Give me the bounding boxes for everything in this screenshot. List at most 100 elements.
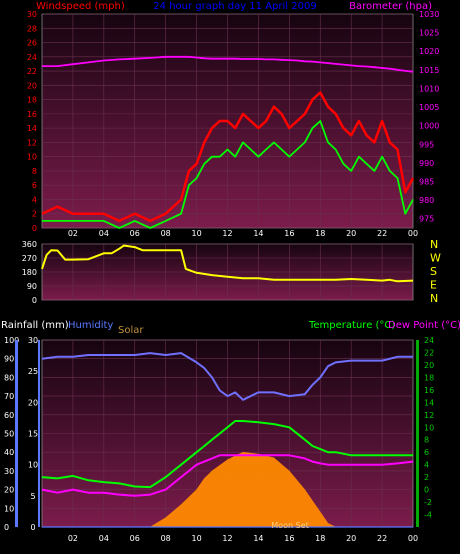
compass-label: E bbox=[430, 279, 437, 292]
compass-label: W bbox=[430, 252, 441, 265]
barometer-tick-label: 1030 bbox=[419, 10, 439, 19]
temperature-tick-label: 10 bbox=[424, 423, 434, 432]
windspeed-tick-label: 8 bbox=[32, 167, 37, 176]
rainfall-tick-label: 50 bbox=[4, 430, 14, 439]
windspeed-tick-label: 30 bbox=[27, 10, 37, 19]
direction-tick-label: 360 bbox=[22, 240, 37, 249]
moon-set-annotation: Moon Set bbox=[271, 521, 308, 530]
x-tick-label: 20 bbox=[346, 229, 356, 238]
windspeed-axis-title: Windspeed (mph) bbox=[36, 1, 125, 12]
windspeed-tick-label: 16 bbox=[27, 110, 37, 119]
windspeed-tick-label: 20 bbox=[27, 81, 37, 90]
x-tick-label: 00 bbox=[408, 534, 418, 543]
solar-axis-title: Solar bbox=[118, 325, 144, 336]
series-temperature bbox=[41, 420, 413, 489]
rainfall-tick-label: 100 bbox=[4, 336, 19, 345]
humidity-tick-label: 30 bbox=[28, 336, 38, 345]
humidity-axis-title: Humidity bbox=[68, 320, 113, 331]
temperature-axis-bar bbox=[416, 340, 419, 527]
x-tick-label: 16 bbox=[284, 534, 294, 543]
series-humidity bbox=[41, 352, 413, 401]
humidity-tick-label: 0 bbox=[30, 523, 35, 532]
rainfall-tick-label: 40 bbox=[4, 448, 14, 457]
barometer-tick-label: 1010 bbox=[419, 84, 439, 93]
rainfall-axis-title: Rainfall (mm) bbox=[1, 320, 69, 331]
humidity-tick-label: 20 bbox=[28, 398, 38, 407]
barometer-tick-label: 1000 bbox=[419, 122, 439, 131]
rainfall-tick-label: 60 bbox=[4, 411, 14, 420]
windspeed-tick-label: 28 bbox=[27, 24, 37, 33]
temperature-tick-label: 4 bbox=[424, 461, 429, 470]
temperature-tick-label: 18 bbox=[424, 373, 434, 382]
barometer-tick-label: 985 bbox=[419, 177, 434, 186]
direction-tick-label: 270 bbox=[22, 254, 37, 263]
x-tick-label: 02 bbox=[68, 534, 78, 543]
barometer-tick-label: 975 bbox=[419, 215, 434, 224]
windspeed-tick-label: 0 bbox=[32, 224, 37, 233]
series-direction bbox=[41, 244, 414, 283]
temperature-tick-label: 24 bbox=[424, 336, 434, 345]
series-average bbox=[42, 120, 414, 229]
temperature-tick-label: 14 bbox=[424, 398, 434, 407]
humidity-tick-label: 25 bbox=[28, 367, 38, 376]
rainfall-tick-label: 20 bbox=[4, 486, 14, 495]
x-tick-label: 06 bbox=[130, 534, 140, 543]
x-tick-label: 14 bbox=[253, 229, 263, 238]
temperature-tick-label: 12 bbox=[424, 411, 434, 420]
x-tick-label: 08 bbox=[161, 229, 171, 238]
x-tick-label: 06 bbox=[130, 229, 140, 238]
x-tick-label: 18 bbox=[315, 534, 325, 543]
windspeed-tick-label: 14 bbox=[27, 124, 37, 133]
windspeed-tick-label: 26 bbox=[27, 39, 37, 48]
series-layer bbox=[41, 55, 415, 528]
barometer-tick-label: 1020 bbox=[419, 47, 439, 56]
barometer-tick-label: 995 bbox=[419, 140, 434, 149]
barometer-tick-label: 1005 bbox=[419, 103, 439, 112]
x-tick-label: 22 bbox=[377, 229, 387, 238]
rainfall-tick-label: 10 bbox=[4, 504, 14, 513]
direction-tick-label: 90 bbox=[27, 282, 37, 291]
x-tick-label: 00 bbox=[408, 229, 418, 238]
compass-label: N bbox=[430, 292, 438, 305]
humidity-tick-label: 15 bbox=[28, 430, 38, 439]
rainfall-axis-bar bbox=[15, 340, 18, 527]
x-tick-label: 22 bbox=[377, 534, 387, 543]
windspeed-tick-label: 22 bbox=[27, 67, 37, 76]
x-tick-label: 08 bbox=[161, 534, 171, 543]
x-tick-label: 10 bbox=[191, 229, 201, 238]
humidity-axis-bar bbox=[38, 340, 40, 527]
rainfall-tick-label: 90 bbox=[4, 355, 14, 364]
rainfall-tick-label: 0 bbox=[4, 523, 9, 532]
temperature-tick-label: -4 bbox=[424, 511, 432, 520]
direction-tick-label: 180 bbox=[22, 268, 37, 277]
barometer-tick-label: 1025 bbox=[419, 29, 439, 38]
windspeed-tick-label: 10 bbox=[27, 153, 37, 162]
humidity-tick-label: 10 bbox=[28, 461, 38, 470]
temperature-tick-label: 16 bbox=[424, 386, 434, 395]
x-tick-label: 16 bbox=[284, 229, 294, 238]
temperature-axis-title: Temperature (°C) bbox=[308, 320, 395, 331]
direction-tick-label: 0 bbox=[32, 296, 37, 305]
humidity-tick-label: 5 bbox=[30, 492, 35, 501]
x-tick-label: 04 bbox=[99, 229, 109, 238]
x-tick-label: 14 bbox=[253, 534, 263, 543]
chart-title: 24 hour graph day 11 April 2009 bbox=[153, 1, 316, 12]
x-tick-label: 04 bbox=[99, 534, 109, 543]
rainfall-tick-label: 70 bbox=[4, 392, 14, 401]
temperature-tick-label: -2 bbox=[424, 498, 432, 507]
series-barometer bbox=[42, 55, 414, 73]
windspeed-tick-label: 12 bbox=[27, 138, 37, 147]
temperature-tick-label: 0 bbox=[424, 486, 429, 495]
temperature-tick-label: 6 bbox=[424, 448, 429, 457]
x-tick-label: 12 bbox=[222, 229, 232, 238]
x-tick-label: 18 bbox=[315, 229, 325, 238]
x-tick-label: 10 bbox=[191, 534, 201, 543]
barometer-tick-label: 1015 bbox=[419, 66, 439, 75]
windspeed-tick-label: 2 bbox=[32, 210, 37, 219]
barometer-tick-label: 990 bbox=[419, 159, 434, 168]
x-tick-label: 20 bbox=[346, 534, 356, 543]
x-tick-label: 12 bbox=[222, 534, 232, 543]
windspeed-tick-label: 4 bbox=[32, 195, 37, 204]
temperature-tick-label: 22 bbox=[424, 348, 434, 357]
rainfall-tick-label: 30 bbox=[4, 467, 14, 476]
